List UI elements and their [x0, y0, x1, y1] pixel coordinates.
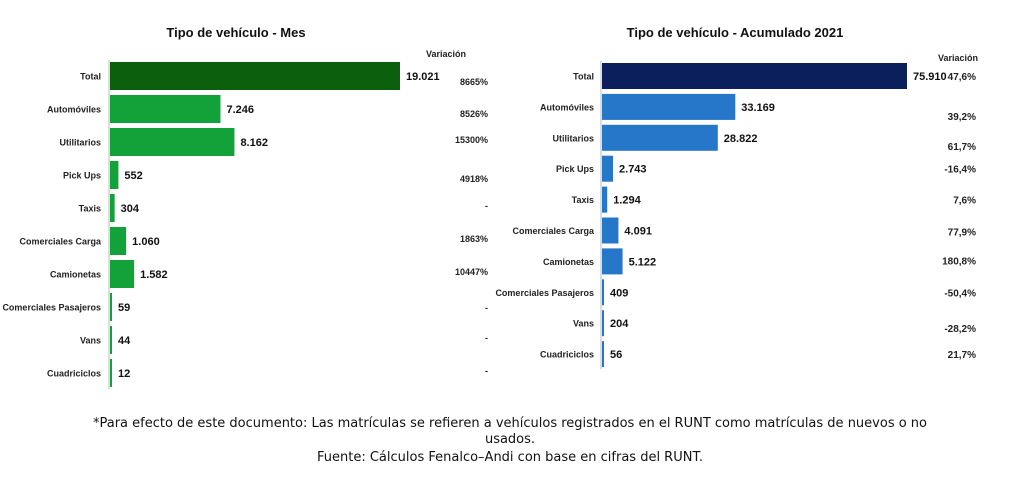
category-label-acumulado: Automóviles	[540, 102, 594, 112]
variation-label-mes: 15300%	[455, 135, 488, 145]
bar-acumulado	[602, 217, 619, 244]
value-label-acumulado: 1.294	[613, 195, 641, 207]
category-label-acumulado: Total	[573, 72, 594, 82]
value-label-acumulado: 56	[610, 349, 622, 361]
category-label-acumulado: Cuadriciclos	[540, 350, 594, 360]
bar-acumulado	[602, 155, 614, 182]
bar-acumulado	[602, 63, 907, 89]
bar-mes	[110, 95, 221, 123]
footnote-line-2: usados.	[484, 432, 536, 447]
category-label-mes: Camionetas	[50, 270, 101, 280]
category-label-acumulado: Taxis	[572, 195, 594, 205]
bar-acumulado	[602, 341, 604, 368]
variation-label-acumulado: 7,6%	[953, 196, 976, 207]
value-label-mes: 12	[118, 368, 130, 380]
chart-title-acumulado: Tipo de vehículo - Acumulado 2021	[627, 25, 844, 40]
variation-label-mes: -	[485, 303, 488, 313]
bar-acumulado	[602, 93, 736, 120]
variation-label-mes: 10447%	[455, 267, 488, 277]
bar-acumulado	[602, 124, 718, 151]
variation-label-acumulado: 21,7%	[948, 350, 976, 361]
bar-acumulado	[602, 248, 623, 275]
value-label-mes: 59	[118, 302, 130, 314]
variation-label-acumulado: -28,2%	[944, 324, 976, 335]
category-label-mes: Pick Ups	[63, 171, 101, 181]
category-label-acumulado: Vans	[573, 319, 594, 329]
variation-label-acumulado: -16,4%	[944, 165, 976, 176]
value-label-mes: 44	[118, 335, 131, 347]
variation-label-mes: -	[485, 333, 488, 343]
source-note: Fuente: Cálculos Fenalco–Andi con base e…	[317, 450, 703, 465]
value-label-acumulado: 28.822	[724, 133, 758, 145]
variation-label-mes: 1863%	[460, 234, 488, 244]
bar-mes	[110, 194, 115, 222]
bar-mes	[110, 326, 112, 354]
value-label-acumulado: 33.169	[741, 102, 775, 114]
bar-mes	[110, 227, 127, 255]
value-label-mes: 304	[121, 203, 140, 215]
variation-label-mes: 4918%	[460, 174, 488, 184]
bar-mes	[110, 62, 400, 90]
category-label-acumulado: Utilitarios	[552, 133, 594, 143]
variation-label-mes: 8526%	[460, 109, 488, 119]
variation-label-acumulado: 47,6%	[948, 72, 976, 83]
category-label-acumulado: Pick Ups	[556, 164, 594, 174]
category-label-acumulado: Comerciales Pasajeros	[495, 288, 594, 298]
value-label-acumulado: 2.743	[619, 164, 647, 176]
bar-mes	[110, 161, 119, 189]
value-label-mes: 1.060	[132, 236, 160, 248]
bar-mes	[110, 293, 112, 321]
category-label-mes: Total	[80, 72, 101, 82]
category-label-mes: Vans	[80, 336, 101, 346]
variation-header-acumulado: Variación	[938, 53, 978, 63]
category-label-acumulado: Comerciales Carga	[512, 226, 595, 236]
category-label-mes: Automóviles	[47, 105, 101, 115]
bar-mes	[110, 128, 235, 156]
variation-label-acumulado: 77,9%	[948, 228, 976, 239]
variation-label-mes: 8665%	[460, 77, 488, 87]
variation-label-mes: -	[485, 366, 488, 376]
bar-mes	[110, 260, 135, 288]
value-label-acumulado: 75.910	[913, 71, 947, 83]
value-label-mes: 8.162	[240, 137, 268, 149]
value-label-mes: 552	[124, 170, 142, 182]
chart-title-mes: Tipo de vehículo - Mes	[166, 25, 305, 40]
category-label-mes: Utilitarios	[59, 138, 101, 148]
bar-mes	[110, 359, 112, 387]
variation-label-acumulado: 180,8%	[942, 256, 976, 267]
value-label-acumulado: 5.122	[629, 256, 657, 268]
value-label-mes: 7.246	[226, 104, 254, 116]
variation-label-acumulado: 61,7%	[948, 142, 976, 153]
value-label-mes: 1.582	[140, 269, 168, 281]
category-label-mes: Comerciales Pasajeros	[2, 303, 101, 313]
value-label-acumulado: 204	[610, 318, 629, 330]
bar-acumulado	[602, 279, 604, 306]
category-label-mes: Cuadriciclos	[47, 369, 101, 379]
bar-acumulado	[602, 186, 608, 213]
variation-header-mes: Variación	[426, 49, 466, 59]
value-label-mes: 19.021	[406, 71, 440, 83]
footnote-line-1: *Para efecto de este documento: Las matr…	[92, 416, 927, 431]
variation-label-mes: -	[485, 201, 488, 211]
variation-label-acumulado: -50,4%	[944, 288, 976, 299]
value-label-acumulado: 409	[610, 287, 628, 299]
category-label-mes: Taxis	[79, 204, 101, 214]
variation-label-acumulado: 39,2%	[948, 112, 976, 123]
category-label-mes: Comerciales Carga	[19, 237, 102, 247]
category-label-acumulado: Camionetas	[543, 257, 594, 267]
bar-acumulado	[602, 310, 604, 337]
value-label-acumulado: 4.091	[624, 226, 652, 238]
